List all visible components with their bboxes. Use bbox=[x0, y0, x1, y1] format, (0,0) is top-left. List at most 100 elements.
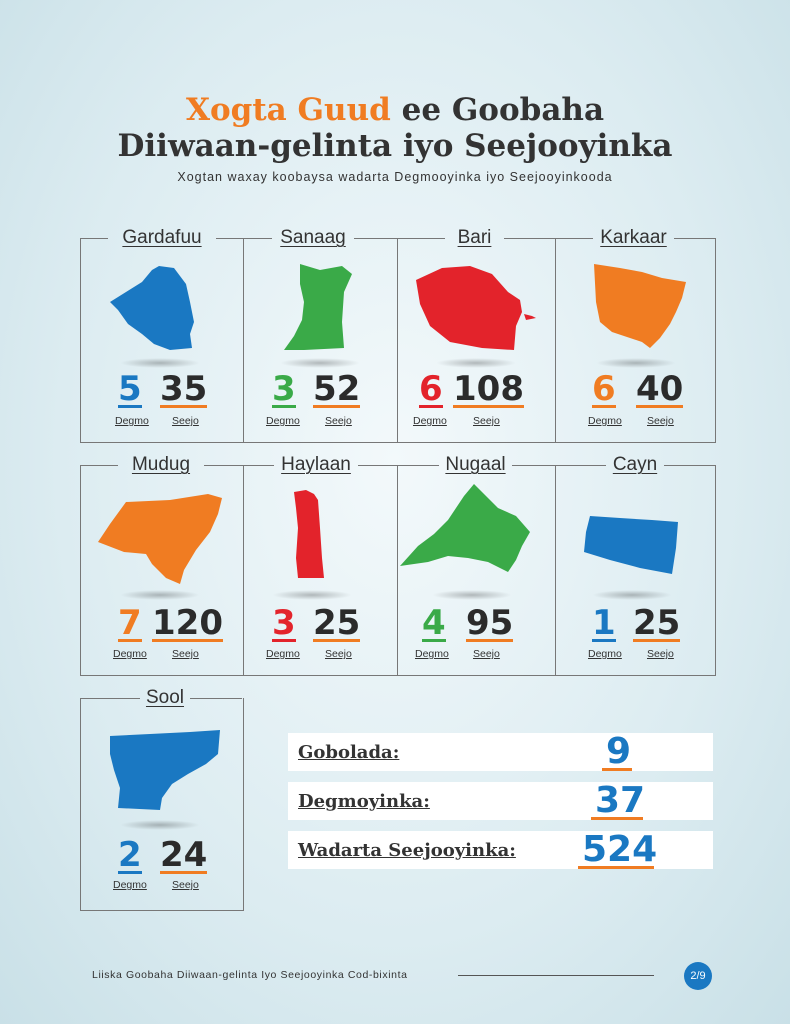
card-top-line bbox=[358, 465, 397, 466]
region-map-shape bbox=[98, 494, 222, 584]
station-label: Seejo bbox=[647, 648, 674, 660]
region-map-shape bbox=[284, 264, 352, 350]
card-top-line bbox=[216, 238, 242, 239]
region-name: Cayn bbox=[612, 454, 658, 475]
station-count-value: 95 bbox=[466, 603, 514, 643]
total-value-text: 37 bbox=[595, 780, 646, 821]
district-count: 4 bbox=[422, 606, 446, 642]
card-border bbox=[555, 465, 716, 676]
map-shadow bbox=[592, 590, 672, 600]
station-count: 120 bbox=[152, 603, 223, 643]
station-label: Seejo bbox=[172, 415, 199, 427]
district-underline bbox=[118, 405, 142, 408]
district-underline bbox=[422, 639, 446, 642]
station-count: 35 bbox=[160, 369, 208, 409]
district-underline bbox=[272, 639, 296, 642]
footer-text: Liiska Goobaha Diiwaan-gelinta Iyo Seejo… bbox=[92, 969, 408, 981]
station-count-value: 40 bbox=[636, 369, 684, 409]
title-line-1: Xogta Guud ee Goobaha bbox=[0, 92, 790, 128]
district-label: Degmo bbox=[588, 415, 622, 427]
station-count: 25 bbox=[633, 603, 681, 643]
map-shadow bbox=[120, 358, 200, 368]
district-count: 6 bbox=[592, 372, 616, 408]
card-border bbox=[80, 698, 244, 911]
station-underline bbox=[466, 639, 514, 642]
total-label: Wadarta Seejooyinka: bbox=[298, 840, 516, 861]
station-count-value: 25 bbox=[313, 603, 361, 643]
region-map-shape bbox=[584, 516, 678, 574]
card-top-line bbox=[397, 465, 439, 466]
district-count: 5 bbox=[118, 369, 142, 409]
station-label: Seejo bbox=[647, 415, 674, 427]
station-underline bbox=[636, 405, 684, 408]
station-count: 95 bbox=[466, 603, 514, 643]
district-underline bbox=[272, 405, 296, 408]
region-name: Sanaag bbox=[280, 227, 346, 248]
region-name: Sool bbox=[145, 687, 185, 708]
total-value: 9 bbox=[602, 734, 632, 771]
district-underline bbox=[592, 405, 616, 408]
total-row-districts: Degmoyinka: 37 bbox=[288, 782, 713, 820]
total-label: Degmoyinka: bbox=[298, 791, 430, 812]
station-count-value: 120 bbox=[152, 603, 223, 643]
station-underline bbox=[453, 405, 524, 408]
region-map-shape bbox=[110, 730, 220, 810]
card-top-line bbox=[190, 698, 242, 699]
total-value-underline bbox=[602, 768, 632, 771]
station-count: 40 bbox=[636, 369, 684, 409]
region-map-shape bbox=[294, 490, 324, 578]
station-underline bbox=[313, 405, 361, 408]
station-label: Seejo bbox=[172, 648, 199, 660]
page-subtitle: Xogtan waxay koobaysa wadarta Degmooyink… bbox=[177, 170, 613, 184]
card-border bbox=[397, 238, 556, 443]
station-count-value: 52 bbox=[313, 369, 361, 409]
district-count: 6 bbox=[419, 372, 443, 408]
district-underline bbox=[118, 871, 142, 874]
card-top-line bbox=[242, 465, 274, 466]
station-label: Seejo bbox=[325, 648, 352, 660]
total-label: Gobolada: bbox=[298, 742, 400, 763]
total-value-underline bbox=[591, 817, 643, 820]
station-count-value: 24 bbox=[160, 835, 208, 875]
district-label: Degmo bbox=[113, 879, 147, 891]
card-top-line bbox=[664, 465, 715, 466]
card-top-line bbox=[397, 238, 445, 239]
region-map-shape bbox=[400, 484, 530, 572]
station-count: 52 bbox=[313, 369, 361, 409]
region-map-shape bbox=[594, 264, 686, 348]
station-label: Seejo bbox=[325, 415, 352, 427]
district-count: 3 bbox=[272, 606, 296, 642]
card-top-line bbox=[512, 465, 555, 466]
card-top-line bbox=[674, 238, 715, 239]
district-count-value: 5 bbox=[118, 369, 142, 409]
district-label: Degmo bbox=[266, 648, 300, 660]
total-row-regions: Gobolada: 9 bbox=[288, 733, 713, 771]
district-count: 7 bbox=[118, 606, 142, 642]
card-border bbox=[242, 238, 398, 443]
card-top-line bbox=[504, 238, 555, 239]
district-underline bbox=[419, 405, 443, 408]
map-shadow bbox=[596, 358, 676, 368]
district-label: Degmo bbox=[113, 648, 147, 660]
total-value: 524 bbox=[578, 832, 657, 869]
district-underline bbox=[592, 639, 616, 642]
region-name: Bari bbox=[457, 227, 492, 248]
total-row-stations: Wadarta Seejooyinka: 524 bbox=[288, 831, 713, 869]
district-count-value: 3 bbox=[272, 369, 296, 409]
footer-divider bbox=[458, 975, 654, 976]
card-top-line bbox=[555, 465, 606, 466]
card-top-line bbox=[80, 465, 118, 466]
district-label: Degmo bbox=[588, 648, 622, 660]
station-count-value: 25 bbox=[633, 603, 681, 643]
region-name: Nugaal bbox=[445, 454, 506, 475]
station-count-value: 108 bbox=[453, 369, 524, 409]
station-underline bbox=[160, 405, 208, 408]
station-underline bbox=[313, 639, 361, 642]
station-count: 108 bbox=[453, 369, 524, 409]
station-underline bbox=[152, 639, 223, 642]
station-underline bbox=[633, 639, 681, 642]
station-count-value: 35 bbox=[160, 369, 208, 409]
map-shadow bbox=[120, 590, 200, 600]
map-shadow bbox=[272, 590, 352, 600]
title-line-1-rest: ee Goobaha bbox=[390, 92, 605, 128]
